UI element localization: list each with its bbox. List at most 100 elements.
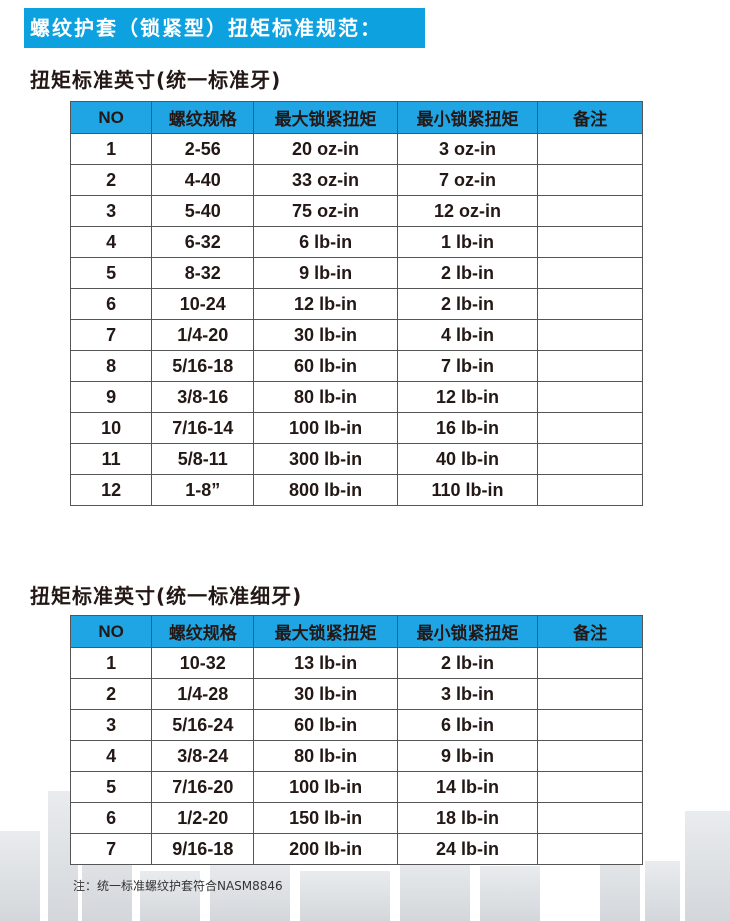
table-cell: 6 [69,288,153,320]
table-cell: 7 [69,319,153,351]
table-cell: 11 [69,443,153,475]
table-cell: 1/2-20 [151,802,255,834]
table-cell: 6 [69,802,153,834]
table-cell: 9/16-18 [151,833,255,865]
table-cell [537,381,643,413]
table-cell: 9 [69,381,153,413]
table-cell [537,740,643,772]
table-cell: 10-24 [151,288,255,320]
table-cell: 5/8-11 [151,443,255,475]
table-cell: 1 lb-in [396,226,539,258]
table-cell: 4 [69,740,153,772]
table-row: 2 4-40 33 oz-in 7 oz-in [69,164,643,196]
column-header: 最小锁紧扭矩 [396,101,539,134]
table-cell: 4-40 [151,164,255,196]
table-cell: 3/8-24 [151,740,255,772]
table-row: 3 5-40 75 oz-in 12 oz-in [69,195,643,227]
table-cell: 3 lb-in [396,678,539,710]
table-row: 1 2-56 20 oz-in 3 oz-in [69,133,643,165]
column-header: 最小锁紧扭矩 [396,615,539,648]
table-row: 3 5/16-24 60 lb-in 6 lb-in [69,709,643,741]
table-cell [537,412,643,444]
table-cell: 5-40 [151,195,255,227]
table-cell: 33 oz-in [253,164,398,196]
table-cell: 150 lb-in [253,802,398,834]
table-row: 4 3/8-24 80 lb-in 9 lb-in [69,740,643,772]
table-cell: 8-32 [151,257,255,289]
table-cell: 2 [69,164,153,196]
table-cell: 75 oz-in [253,195,398,227]
table-cell: 30 lb-in [253,678,398,710]
table-cell: 1 [69,133,153,165]
table-cell: 9 lb-in [253,257,398,289]
table-cell: 1/4-20 [151,319,255,351]
table2-title: 扭矩标准英寸(统一标准细牙) [30,584,303,608]
table-cell: 8 [69,350,153,382]
table-cell: 300 lb-in [253,443,398,475]
table-cell: 1 [69,647,153,679]
table-row: 1 10-32 13 lb-in 2 lb-in [69,647,643,679]
table-cell: 200 lb-in [253,833,398,865]
column-header: 备注 [537,615,643,648]
table-cell [537,164,643,196]
table-cell: 20 oz-in [253,133,398,165]
table-cell: 3 oz-in [396,133,539,165]
table-row: 9 3/8-16 80 lb-in 12 lb-in [69,381,643,413]
table-cell: 4 lb-in [396,319,539,351]
table-cell: 6 lb-in [253,226,398,258]
table1-title: 扭矩标准英寸(统一标准牙) [30,68,282,92]
table-row: 12 1-8” 800 lb-in 110 lb-in [69,474,643,506]
header-row: NO 螺纹规格 最大锁紧扭矩 最小锁紧扭矩 备注 [69,615,643,648]
table-cell: 7 lb-in [396,350,539,382]
header-row: NO 螺纹规格 最大锁紧扭矩 最小锁紧扭矩 备注 [69,101,643,134]
table-row: 7 1/4-20 30 lb-in 4 lb-in [69,319,643,351]
table-cell: 4 [69,226,153,258]
table-cell: 2 lb-in [396,288,539,320]
table-cell: 10-32 [151,647,255,679]
table-cell: 6 lb-in [396,709,539,741]
table-cell: 12 [69,474,153,506]
table-cell: 7 oz-in [396,164,539,196]
footnote: 注：统一标准螺纹护套符合NASM8846 [73,879,283,893]
table-cell: 12 lb-in [253,288,398,320]
column-header: NO [69,101,153,134]
table-row: 7 9/16-18 200 lb-in 24 lb-in [69,833,643,865]
page-banner: 螺纹护套（锁紧型）扭矩标准规范： [24,8,425,48]
column-header: 螺纹规格 [151,615,255,648]
column-header: NO [69,615,153,648]
column-header: 最大锁紧扭矩 [253,615,398,648]
table-cell: 800 lb-in [253,474,398,506]
table-cell: 60 lb-in [253,709,398,741]
table-cell: 3 [69,195,153,227]
table-cell [537,802,643,834]
table-row: 10 7/16-14 100 lb-in 16 lb-in [69,412,643,444]
table-cell [537,226,643,258]
table-cell: 12 oz-in [396,195,539,227]
table-cell: 1/4-28 [151,678,255,710]
table-cell [537,257,643,289]
table-cell: 7 [69,833,153,865]
table-cell: 24 lb-in [396,833,539,865]
table-cell: 7/16-20 [151,771,255,803]
table-cell [537,678,643,710]
table-row: 8 5/16-18 60 lb-in 7 lb-in [69,350,643,382]
table-cell: 14 lb-in [396,771,539,803]
table-cell: 2 [69,678,153,710]
table-cell: 100 lb-in [253,771,398,803]
table-cell [537,833,643,865]
table-cell: 9 lb-in [396,740,539,772]
table-cell: 40 lb-in [396,443,539,475]
table-cell [537,133,643,165]
table-cell: 2-56 [151,133,255,165]
table-cell [537,319,643,351]
table-row: 2 1/4-28 30 lb-in 3 lb-in [69,678,643,710]
table-cell [537,709,643,741]
table-cell: 60 lb-in [253,350,398,382]
table-cell [537,288,643,320]
table-cell [537,474,643,506]
table-cell: 5/16-18 [151,350,255,382]
table-cell: 12 lb-in [396,381,539,413]
table-cell: 10 [69,412,153,444]
torque-table-fine: NO 螺纹规格 最大锁紧扭矩 最小锁紧扭矩 备注 1 10-32 13 lb-in 2 lb-i… [69,615,643,865]
table-cell: 2 lb-in [396,257,539,289]
